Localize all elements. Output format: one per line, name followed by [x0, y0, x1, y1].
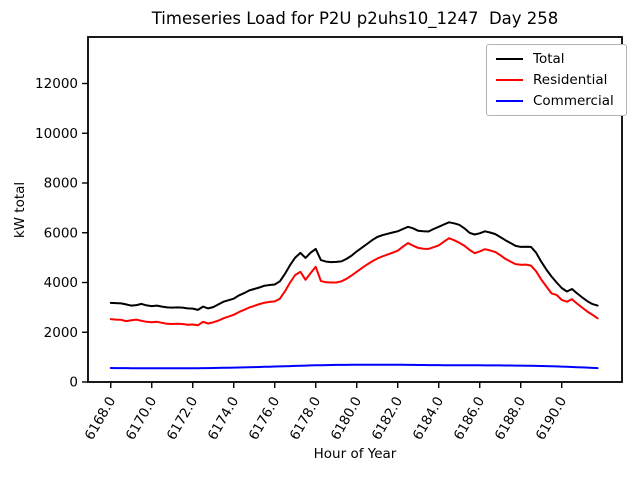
- x-tick-label: 6178.0: [287, 394, 324, 443]
- y-tick-label: 12000: [35, 76, 78, 92]
- legend-line-swatch-residential: [496, 79, 523, 81]
- y-tick-label: 6000: [44, 225, 78, 241]
- x-tick-label: 6174.0: [205, 394, 242, 443]
- y-tick-label: 10000: [35, 126, 78, 142]
- y-axis-label: kW total: [12, 181, 28, 239]
- x-tick-label: 6190.0: [533, 394, 570, 443]
- series-line-total: [109, 221, 599, 311]
- x-tick-label: 6170.0: [123, 394, 160, 443]
- series-line-residential: [109, 237, 599, 327]
- plot-spines: [87, 36, 623, 383]
- y-tick-label: 0: [69, 375, 78, 391]
- legend-item-commercial: Commercial: [496, 93, 614, 109]
- legend: Total Residential Commercial: [486, 44, 627, 116]
- x-tick-label: 6188.0: [492, 394, 529, 443]
- legend-line-swatch-total: [496, 58, 523, 60]
- x-tick-label: 6168.0: [82, 394, 119, 443]
- legend-label: Commercial: [533, 93, 614, 109]
- chart-title: Timeseries Load for P2U p2uhs10_1247 Day…: [151, 9, 559, 28]
- y-tick-label: 2000: [44, 325, 78, 341]
- legend-label: Total: [533, 51, 565, 67]
- x-tick-label: 6186.0: [451, 394, 488, 443]
- x-tick-label: 6182.0: [369, 394, 406, 443]
- x-tick-label: 6176.0: [246, 394, 283, 443]
- y-tick-label: 4000: [44, 275, 78, 291]
- legend-line-swatch-commercial: [496, 100, 523, 102]
- x-tick-label: 6172.0: [164, 394, 201, 443]
- x-tick-label: 6184.0: [410, 394, 447, 443]
- legend-item-residential: Residential: [496, 72, 614, 88]
- legend-label: Residential: [533, 72, 608, 88]
- x-axis-label: Hour of Year: [313, 446, 397, 462]
- series-line-commercial: [109, 363, 599, 370]
- legend-item-total: Total: [496, 51, 614, 67]
- x-tick-label: 6180.0: [328, 394, 365, 443]
- y-tick-label: 8000: [44, 176, 78, 192]
